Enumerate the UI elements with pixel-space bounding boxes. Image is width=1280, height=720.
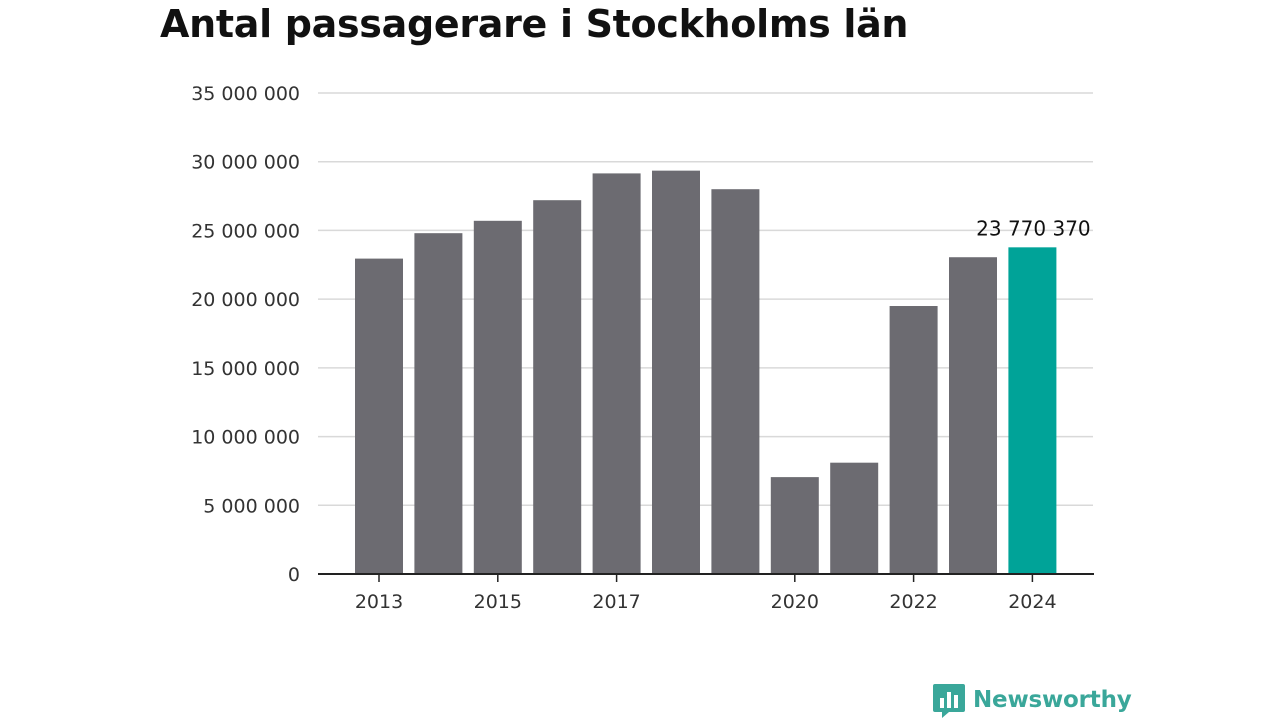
bar-2013 bbox=[355, 258, 403, 574]
x-tick-label: 2020 bbox=[771, 591, 819, 613]
data-label: 23 770 370 bbox=[976, 216, 1091, 240]
bar-2023 bbox=[949, 257, 997, 574]
y-tick-label: 20 000 000 bbox=[191, 289, 300, 311]
chart-title: Antal passagerare i Stockholms län bbox=[160, 2, 909, 46]
bar-2014 bbox=[414, 233, 463, 575]
bar-chart-speech-icon bbox=[933, 684, 965, 718]
bar-2022 bbox=[889, 306, 938, 574]
y-tick-label: 10 000 000 bbox=[191, 427, 300, 449]
bar-2017 bbox=[592, 173, 641, 574]
bar-2021 bbox=[830, 462, 879, 574]
bar-2020 bbox=[770, 477, 819, 574]
y-axis-ticks: 0 5 000 000 10 000 000 15 000 000 20 000 000… bbox=[191, 83, 300, 586]
bars bbox=[355, 170, 1057, 575]
bar-2016 bbox=[533, 200, 582, 575]
data-labels: 23 770 370 bbox=[976, 216, 1091, 240]
x-tick-label: 2013 bbox=[355, 591, 403, 613]
x-tick-label: 2022 bbox=[889, 591, 937, 613]
bar-2018 bbox=[652, 170, 700, 574]
y-tick-label: 30 000 000 bbox=[191, 152, 300, 174]
x-tick-label: 2024 bbox=[1008, 591, 1056, 613]
y-tick-label: 35 000 000 bbox=[191, 83, 300, 105]
y-tick-label: 15 000 000 bbox=[191, 358, 300, 380]
x-tick-label: 2015 bbox=[474, 591, 522, 613]
y-tick-label: 0 bbox=[288, 564, 300, 586]
brand-name: Newsworthy bbox=[973, 687, 1132, 713]
x-tick-label: 2017 bbox=[592, 591, 640, 613]
bar-2024 bbox=[1008, 247, 1057, 574]
bar-2015 bbox=[473, 220, 522, 574]
bar-2019 bbox=[711, 189, 760, 574]
y-tick-label: 25 000 000 bbox=[191, 220, 300, 242]
x-axis-ticks: 2013 2015 2017 2020 2022 2024 bbox=[355, 574, 1057, 613]
brand-logo: Newsworthy bbox=[933, 682, 1132, 718]
y-tick-label: 5 000 000 bbox=[203, 495, 300, 517]
